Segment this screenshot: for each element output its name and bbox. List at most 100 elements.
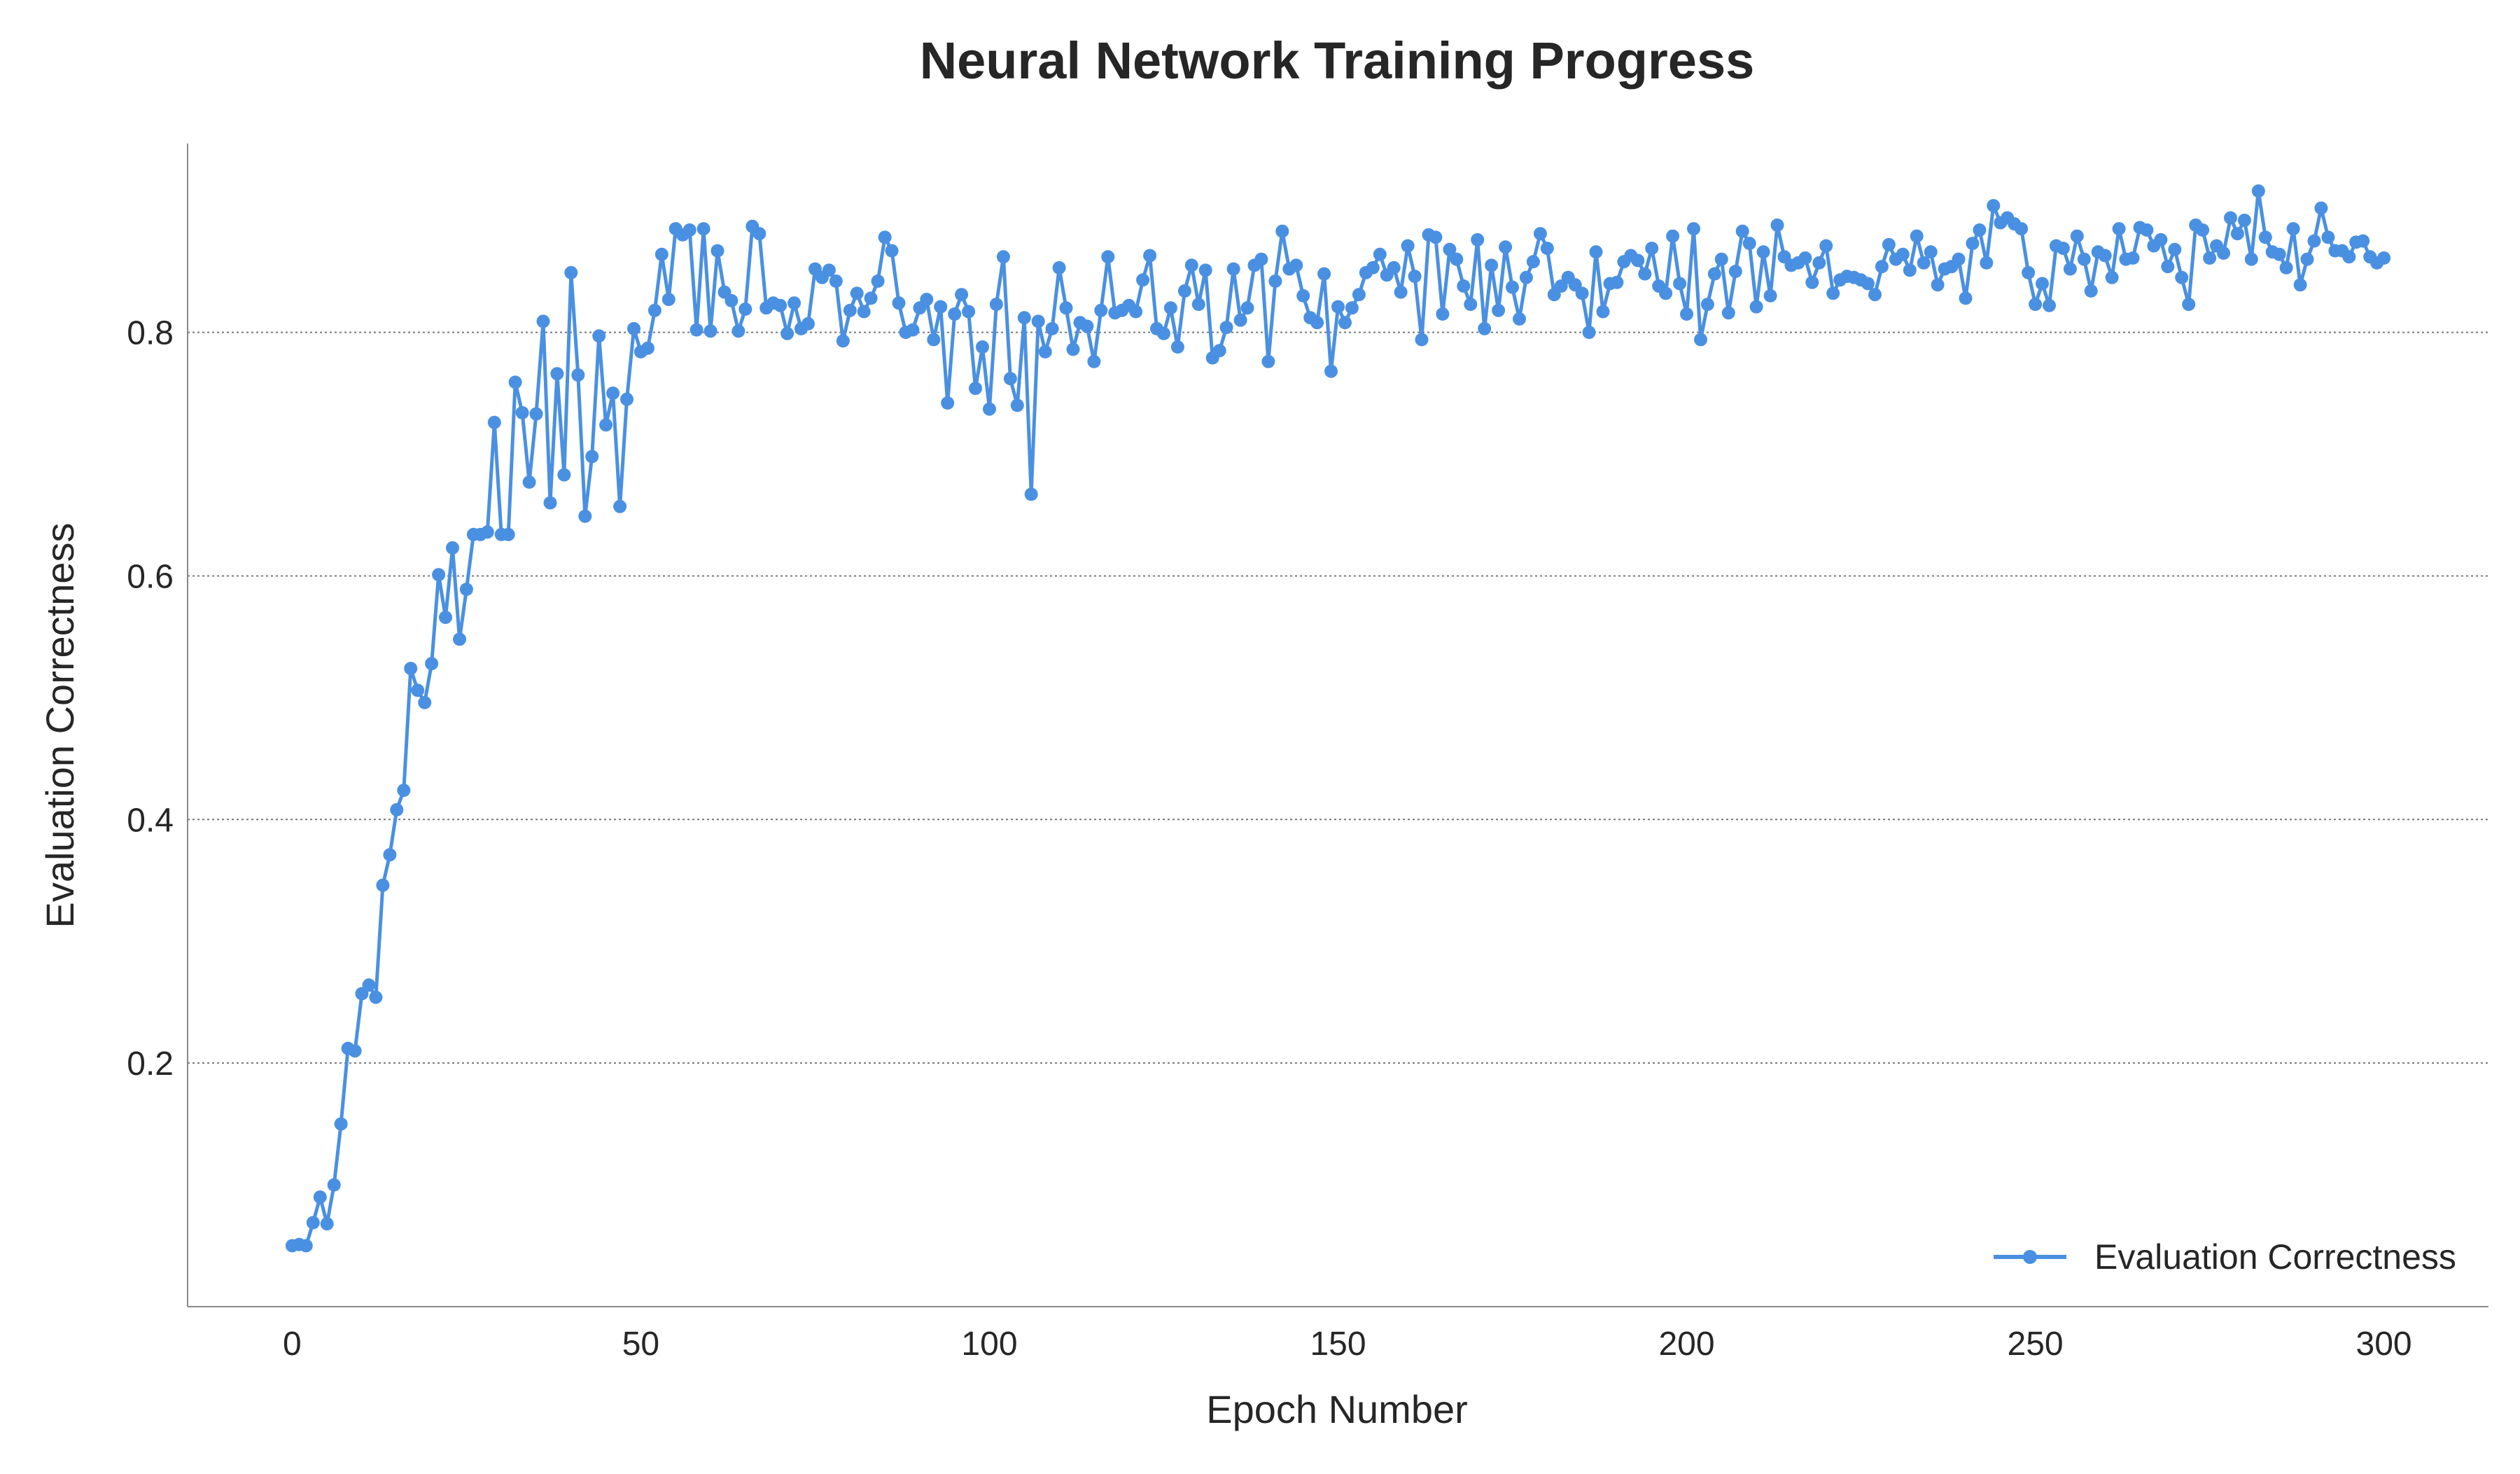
data-point	[1952, 252, 1966, 266]
data-point	[320, 1217, 334, 1231]
data-point	[969, 382, 982, 396]
data-point	[1129, 305, 1143, 319]
data-point	[2161, 260, 2175, 274]
data-point	[487, 415, 501, 429]
data-point	[704, 324, 718, 338]
data-point	[1157, 326, 1170, 340]
data-point	[1408, 270, 1422, 284]
data-point	[662, 293, 676, 307]
data-point	[1499, 240, 1513, 254]
data-point	[592, 329, 606, 343]
data-point	[1052, 260, 1066, 274]
data-point	[2314, 201, 2328, 215]
x-tick-label: 0	[283, 1326, 302, 1363]
series-evaluation-correctness	[285, 184, 2391, 1253]
data-point	[1749, 300, 1763, 314]
data-point	[640, 341, 654, 355]
data-point	[2286, 222, 2300, 236]
data-point	[1143, 249, 1157, 263]
data-point	[2168, 242, 2182, 256]
data-point	[1045, 321, 1059, 335]
data-point	[550, 367, 564, 381]
data-point	[1373, 247, 1387, 261]
data-point	[955, 288, 969, 302]
data-point	[1896, 247, 1910, 261]
data-point	[2342, 250, 2356, 264]
data-point	[571, 368, 585, 382]
data-point	[2140, 223, 2154, 237]
data-point	[1261, 354, 1275, 368]
data-point	[2077, 252, 2091, 266]
data-point	[1728, 265, 1742, 279]
data-point	[2237, 214, 2251, 228]
data-point	[654, 247, 668, 261]
data-point	[1666, 229, 1680, 243]
data-point	[1450, 252, 1464, 266]
data-point	[1519, 270, 1533, 284]
data-point	[738, 303, 752, 316]
data-point	[1436, 307, 1450, 321]
data-point	[976, 340, 989, 354]
data-point	[885, 244, 899, 258]
data-point	[864, 291, 878, 305]
data-point	[1756, 245, 1770, 259]
data-point	[1575, 286, 1589, 300]
data-point	[1031, 314, 1045, 328]
y-axis-label: Evaluation Correctness	[38, 523, 82, 929]
data-point	[1184, 258, 1198, 272]
legend: Evaluation Correctness	[1994, 1237, 2456, 1277]
data-point	[1310, 316, 1324, 330]
data-point	[1868, 288, 1882, 302]
data-point	[843, 303, 857, 317]
data-point	[1610, 275, 1624, 289]
data-point	[2251, 184, 2265, 198]
data-point	[1059, 301, 1073, 315]
data-point	[397, 784, 411, 798]
x-axis-ticks: 0 50 100 150 200 250 300	[283, 1326, 2412, 1363]
data-point	[788, 296, 802, 310]
data-point	[383, 848, 397, 862]
data-point	[1645, 242, 1659, 256]
data-point	[1492, 303, 1506, 317]
data-point	[327, 1178, 341, 1192]
data-point	[1735, 224, 1749, 238]
data-point	[648, 303, 662, 317]
data-point	[1506, 280, 1519, 294]
data-point	[1191, 298, 1205, 312]
data-point	[1324, 364, 1338, 378]
data-point	[1910, 229, 1924, 243]
data-point	[369, 990, 383, 1004]
data-point	[941, 396, 955, 410]
data-point	[989, 298, 1003, 312]
data-point	[404, 662, 418, 676]
data-point	[1198, 263, 1212, 277]
data-point	[2244, 252, 2258, 266]
data-point	[1094, 303, 1108, 317]
data-point	[1003, 372, 1017, 386]
data-point	[752, 227, 766, 241]
data-point	[613, 499, 627, 513]
data-point	[724, 293, 738, 307]
data-point	[2043, 298, 2056, 312]
data-point	[1589, 245, 1603, 259]
data-point	[1066, 342, 1080, 356]
data-point	[1596, 305, 1610, 319]
data-point	[1917, 256, 1931, 270]
data-point	[983, 402, 996, 416]
data-point	[1038, 345, 1052, 359]
data-point	[2258, 230, 2272, 244]
data-point	[543, 496, 557, 510]
data-point	[1457, 279, 1471, 293]
data-point	[411, 683, 425, 697]
data-point	[1352, 288, 1366, 302]
data-point	[2279, 260, 2293, 274]
data-point	[1464, 298, 1478, 312]
x-tick-label: 200	[1658, 1326, 1714, 1363]
data-point	[850, 286, 864, 300]
data-point	[1394, 285, 1408, 299]
data-point	[2321, 230, 2335, 244]
data-point	[1366, 260, 1380, 274]
data-point	[306, 1216, 320, 1230]
data-point	[836, 334, 850, 348]
